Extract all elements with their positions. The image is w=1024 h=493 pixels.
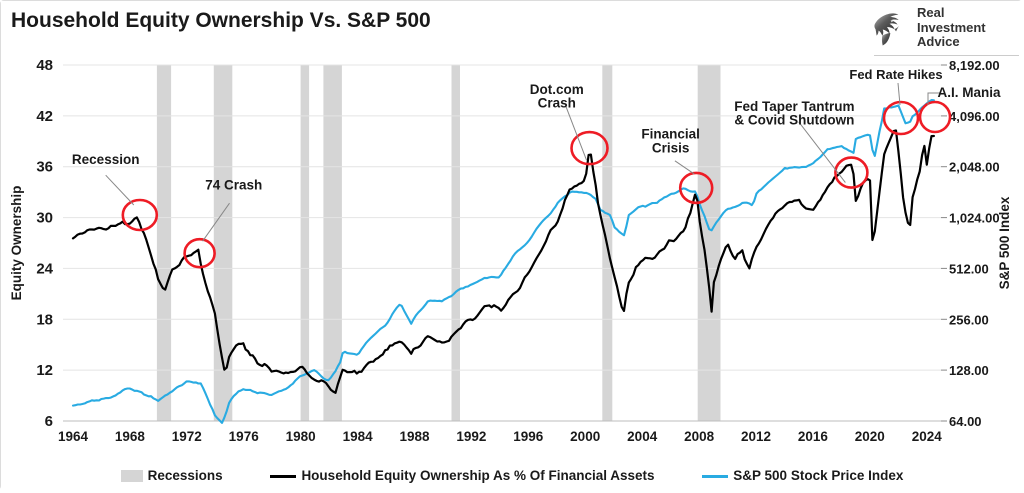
svg-text:30: 30 (36, 210, 53, 227)
svg-text:128.00: 128.00 (949, 363, 989, 378)
svg-text:2000: 2000 (570, 429, 600, 444)
svg-text:36: 36 (36, 159, 53, 176)
svg-text:1,024.00: 1,024.00 (949, 211, 1000, 226)
svg-text:A.I. Mania: A.I. Mania (937, 85, 1001, 100)
svg-text:1992: 1992 (456, 429, 486, 444)
svg-text:4,096.00: 4,096.00 (949, 109, 1000, 124)
svg-text:1980: 1980 (286, 429, 316, 444)
svg-text:12: 12 (36, 362, 53, 379)
svg-text:18: 18 (36, 311, 53, 328)
svg-text:6: 6 (45, 413, 53, 430)
svg-text:2016: 2016 (798, 429, 829, 444)
svg-text:2020: 2020 (855, 429, 885, 444)
svg-text:42: 42 (36, 108, 53, 125)
svg-text:1972: 1972 (172, 429, 202, 444)
svg-text:64.00: 64.00 (949, 414, 982, 429)
svg-text:& Covid Shutdown: & Covid Shutdown (734, 112, 854, 127)
svg-text:2012: 2012 (741, 429, 771, 444)
svg-text:Crisis: Crisis (652, 140, 690, 155)
svg-text:512.00: 512.00 (949, 261, 989, 276)
svg-text:256.00: 256.00 (949, 312, 989, 327)
svg-text:48: 48 (36, 57, 53, 74)
svg-text:S&P 500 Index: S&P 500 Index (997, 196, 1012, 289)
svg-text:1976: 1976 (229, 429, 260, 444)
svg-text:Fed Rate Hikes: Fed Rate Hikes (849, 67, 942, 82)
svg-text:Recession: Recession (72, 152, 140, 167)
svg-text:1968: 1968 (115, 429, 146, 444)
svg-text:2024: 2024 (912, 429, 943, 444)
svg-text:74 Crash: 74 Crash (205, 178, 262, 193)
svg-text:24: 24 (36, 260, 53, 277)
svg-text:2008: 2008 (684, 429, 715, 444)
svg-text:1964: 1964 (58, 429, 89, 444)
svg-text:1988: 1988 (399, 429, 430, 444)
svg-text:8,192.00: 8,192.00 (949, 58, 1000, 73)
svg-text:2004: 2004 (627, 429, 658, 444)
svg-text:2,048.00: 2,048.00 (949, 160, 1000, 175)
svg-text:1996: 1996 (513, 429, 544, 444)
svg-text:Crash: Crash (538, 95, 576, 110)
svg-text:Equity Ownership: Equity Ownership (9, 186, 24, 301)
svg-text:1984: 1984 (343, 429, 374, 444)
